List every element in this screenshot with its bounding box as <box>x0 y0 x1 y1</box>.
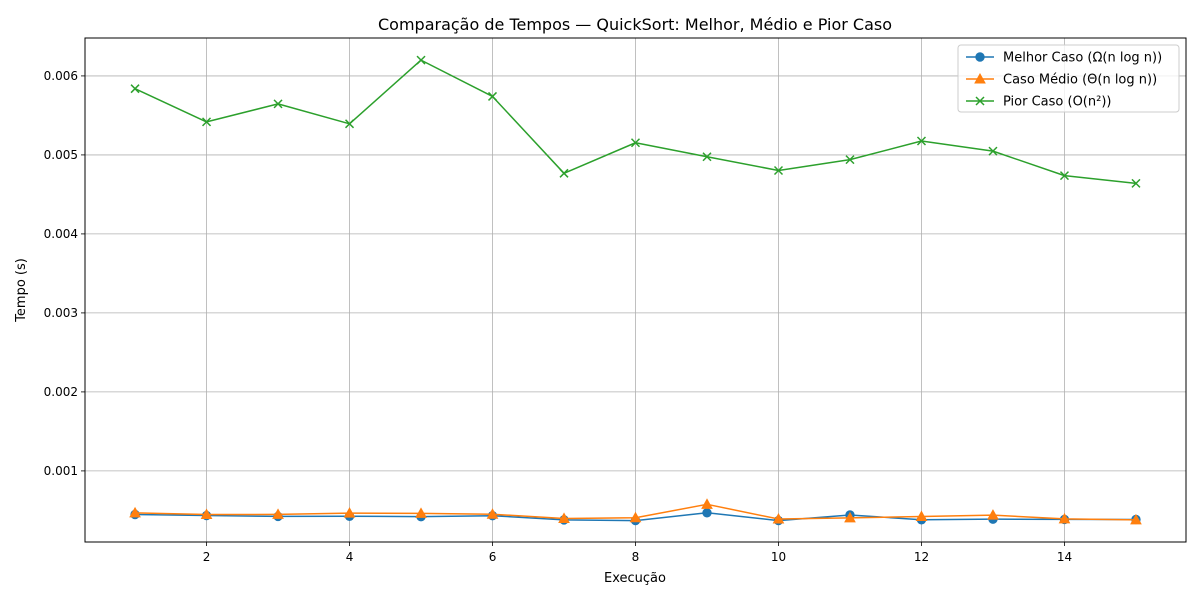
data-point <box>916 136 927 146</box>
y-tick-label: 0.006 <box>44 69 78 83</box>
data-point <box>773 165 784 176</box>
legend-box <box>957 44 1180 113</box>
data-point <box>487 91 498 101</box>
data-point <box>273 99 283 109</box>
data-point <box>344 119 355 129</box>
axis-ticks: 2 4 6 8 10 12 14 0.001 0.002 0.003 0.004 0.005 0.006 <box>44 69 1072 564</box>
legend-item: Caso Médio (Θ(n log n)) <box>966 73 1157 88</box>
y-tick-label: 0.002 <box>44 385 78 399</box>
data-point <box>915 510 928 521</box>
x-tick-label: 14 <box>1057 550 1072 564</box>
data-point <box>558 512 570 523</box>
legend-label: Caso Médio (Θ(n log n)) <box>1003 73 1157 88</box>
data-point <box>845 155 855 165</box>
x-axis-label: Execução <box>604 571 666 586</box>
series-lines <box>129 55 1142 526</box>
data-point <box>272 508 284 519</box>
legend-marker <box>975 52 985 62</box>
data-point <box>1130 513 1142 525</box>
data-point <box>772 512 785 524</box>
data-point <box>486 508 499 519</box>
x-tick-label: 4 <box>346 550 354 564</box>
y-tick-label: 0.003 <box>44 306 78 320</box>
data-point <box>343 507 356 518</box>
chart-title: Comparação de Tempos — QuickSort: Melhor… <box>378 15 892 34</box>
data-point <box>416 55 426 65</box>
data-point <box>200 508 213 520</box>
series-1 <box>129 498 1142 525</box>
x-tick-label: 8 <box>632 550 640 564</box>
data-point <box>630 138 641 148</box>
data-point <box>130 84 140 94</box>
x-tick-label: 12 <box>914 550 929 564</box>
grid <box>85 38 1186 542</box>
data-point <box>702 152 712 162</box>
legend-label: Pior Caso (O(n²)) <box>1003 95 1111 110</box>
y-axis-label: Tempo (s) <box>14 258 29 323</box>
data-point <box>988 146 998 156</box>
legend-item: Pior Caso (O(n²)) <box>966 95 1111 110</box>
legend-label: Melhor Caso (Ω(n log n)) <box>1003 51 1162 66</box>
data-point <box>629 511 642 523</box>
data-point <box>1059 171 1069 181</box>
legend: Melhor Caso (Ω(n log n)) Caso Médio (Θ(n … <box>957 44 1180 113</box>
data-point <box>415 507 427 518</box>
data-point <box>559 168 569 178</box>
x-tick-label: 2 <box>203 550 211 564</box>
y-tick-label: 0.005 <box>44 148 78 162</box>
data-point <box>1131 178 1141 188</box>
data-point <box>987 509 999 520</box>
data-point <box>202 117 212 127</box>
data-point <box>702 508 712 518</box>
x-tick-label: 10 <box>771 550 786 564</box>
legend-item: Melhor Caso (Ω(n log n)) <box>966 51 1162 66</box>
x-tick-label: 6 <box>489 550 497 564</box>
y-tick-label: 0.001 <box>44 464 78 478</box>
legend-marker <box>975 96 985 106</box>
data-point <box>129 506 141 518</box>
data-point <box>1058 512 1071 524</box>
legend-marker <box>974 72 986 84</box>
series-2 <box>130 55 1141 188</box>
data-point <box>701 498 713 509</box>
data-point <box>844 511 856 523</box>
y-tick-label: 0.004 <box>44 227 78 241</box>
